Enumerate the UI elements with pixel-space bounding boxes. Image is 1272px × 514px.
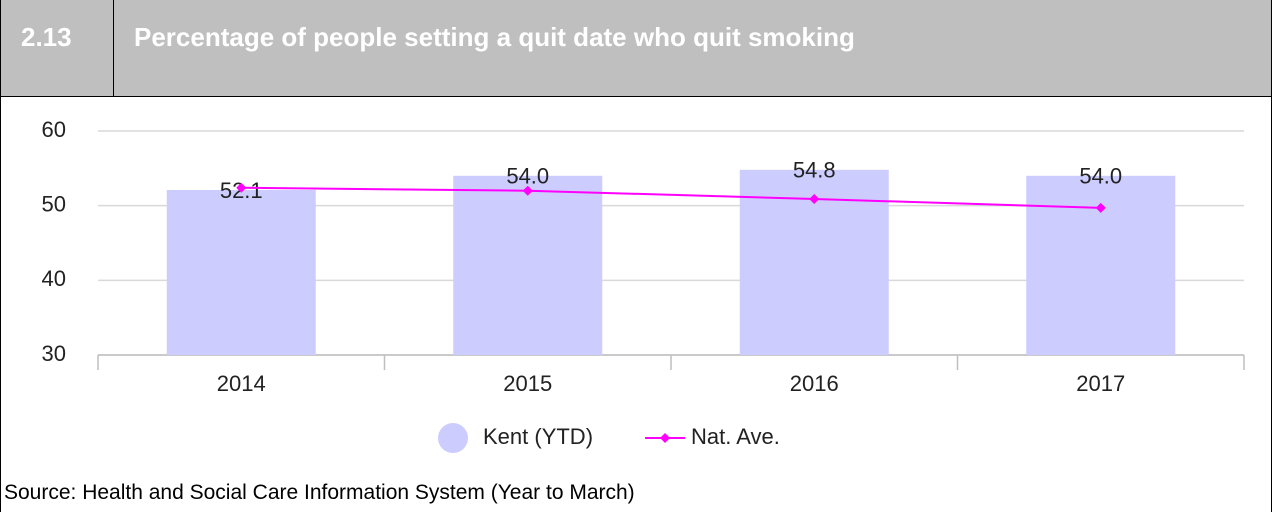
marker [236, 182, 247, 193]
section-title: Percentage of people setting a quit date… [134, 22, 855, 52]
x-tick-label: 2017 [1076, 371, 1125, 396]
marker [522, 185, 533, 196]
header: 2.13 Percentage of people setting a quit… [1, 0, 1271, 97]
line [241, 186, 1101, 209]
legend-marker [660, 433, 671, 443]
bar [166, 189, 316, 355]
source-note: Source: Health and Social Care Informati… [4, 481, 635, 504]
x-tick-label: 2015 [503, 371, 552, 396]
y-tick-label: 30 [42, 341, 66, 366]
legend-label: Nat. Ave. [691, 424, 780, 449]
y-tick-label: 40 [42, 266, 66, 291]
bar [1026, 175, 1176, 355]
chart: 30405060201420152016201752.154.054.854.0… [42, 117, 1245, 453]
section-number: 2.13 [1, 0, 114, 96]
data-label: 54.8 [793, 158, 836, 183]
data-label: 54.0 [1079, 164, 1122, 189]
x-tick-label: 2014 [217, 371, 266, 396]
y-tick-label: 50 [42, 191, 66, 216]
marker [809, 193, 820, 204]
marker [1095, 202, 1106, 213]
y-tick-label: 60 [42, 117, 66, 142]
x-tick-label: 2016 [790, 371, 839, 396]
legend-swatch [438, 423, 468, 453]
legend-label: Kent (YTD) [483, 424, 593, 449]
data-label: 54.0 [506, 164, 549, 189]
bar [453, 175, 603, 355]
